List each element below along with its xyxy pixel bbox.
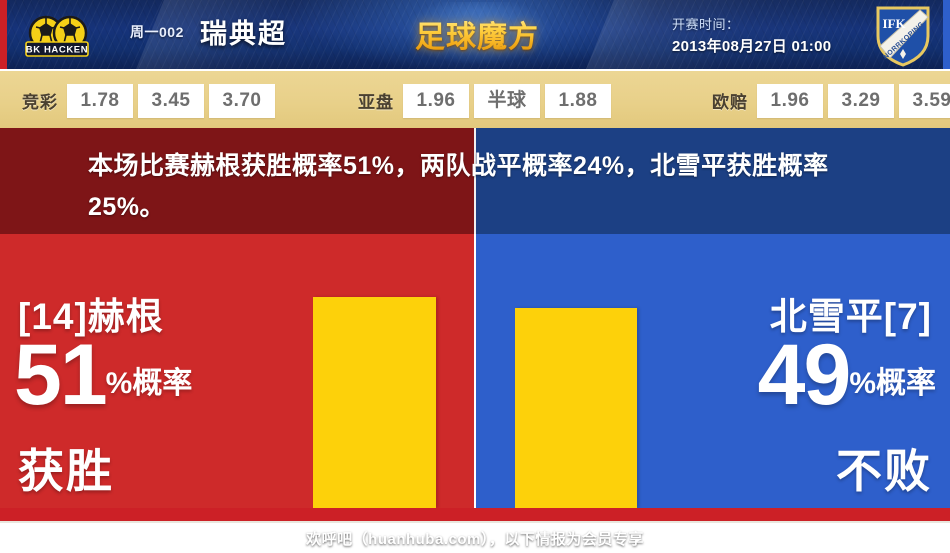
away-probability-value: 49 %概率 <box>757 327 936 423</box>
away-team-crest-icon: IFK NORRKOPING <box>870 2 936 68</box>
league-name: 瑞典超 <box>200 19 287 49</box>
header-right-accent <box>943 0 950 69</box>
odds-cell[interactable]: 3.59 <box>899 83 950 118</box>
odds-group-label: 竞彩 <box>22 93 58 112</box>
odds-cell[interactable]: 1.78 <box>67 83 133 118</box>
odds-cell[interactable]: 3.45 <box>138 83 204 118</box>
odds-cell[interactable]: 1.96 <box>757 83 823 118</box>
home-team-crest-icon: BK HACKEN <box>18 9 96 60</box>
summary-banner-left-bg <box>0 128 475 234</box>
home-probability-suffix: %概率 <box>105 367 193 400</box>
match-number: 周一002 <box>130 24 184 40</box>
footer-bar: 欢呼吧（huanhuba.com），以下情报为会员专享 <box>0 523 950 553</box>
panel-divider <box>474 234 476 508</box>
svg-text:IFK: IFK <box>882 16 906 31</box>
site-logo-text: 足球魔方 <box>415 12 539 56</box>
home-probability-number: 51 <box>14 327 108 423</box>
home-team-name: [14]赫根 <box>18 296 164 337</box>
odds-cell[interactable]: 1.88 <box>545 83 611 118</box>
odds-group-yapan: 亚盘 1.96 半球 1.88 <box>358 83 611 118</box>
summary-banner: 本场比赛赫根获胜概率51%，两队战平概率24%，北雪平获胜概率25%。 <box>0 128 950 234</box>
away-probability-number: 49 <box>757 327 852 423</box>
home-probability-bar <box>313 297 436 508</box>
odds-group-oupei: 欧赔 1.96 3.29 3.59 <box>712 83 950 118</box>
header-left-accent <box>0 0 7 69</box>
odds-bar: 竞彩 1.78 3.45 3.70 亚盘 1.96 半球 1.88 欧赔 1.9… <box>0 69 950 130</box>
odds-cell-handicap[interactable]: 半球 <box>474 83 540 118</box>
kickoff-label: 开赛时间： <box>672 17 740 32</box>
home-probability-value: 51 %概率 <box>14 327 193 423</box>
footer-divider <box>0 521 950 523</box>
site-logo: 足球魔方 <box>400 2 556 66</box>
odds-cell[interactable]: 3.70 <box>209 83 275 118</box>
summary-text: 本场比赛赫根获胜概率51%，两队战平概率24%，北雪平获胜概率25%。 <box>88 152 829 221</box>
summary-banner-right-bg <box>475 128 950 234</box>
kickoff-time: 2013年08月27日 01:00 <box>672 38 832 55</box>
odds-cell[interactable]: 3.29 <box>828 83 894 118</box>
header-bar: BK HACKEN 周一002 瑞典超 足球魔方 开赛时间： 2013年08月2… <box>0 0 950 69</box>
footer-red-stripe <box>0 508 950 521</box>
odds-cell[interactable]: 1.96 <box>403 83 469 118</box>
away-team-name: 北雪平[7] <box>769 296 932 337</box>
odds-group-label: 欧赔 <box>712 93 748 112</box>
svg-text:BK HACKEN: BK HACKEN <box>26 45 88 56</box>
home-outcome-label: 获胜 <box>18 445 114 497</box>
odds-group-label: 亚盘 <box>358 93 394 112</box>
away-outcome-label: 不败 <box>836 445 932 497</box>
away-probability-bar <box>515 308 637 508</box>
odds-group-jingcai: 竞彩 1.78 3.45 3.70 <box>22 83 275 118</box>
away-probability-suffix: %概率 <box>849 367 936 400</box>
summary-banner-divider <box>474 128 476 234</box>
footer-text: 欢呼吧（huanhuba.com），以下情报为会员专享 <box>306 530 644 548</box>
